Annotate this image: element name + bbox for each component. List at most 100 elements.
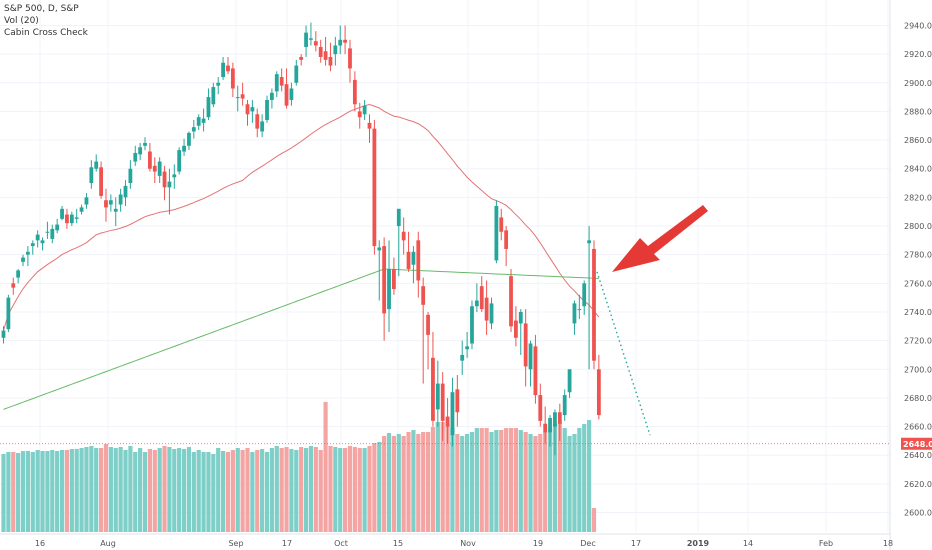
candle-body (338, 39, 343, 46)
price-tick-label: 2920.00 (904, 50, 932, 59)
candle-body (143, 142, 147, 146)
volume-bar (167, 447, 172, 532)
volume-bar (103, 444, 109, 532)
volume-bar (308, 446, 314, 532)
candle-body (128, 168, 133, 184)
time-tick-label: Feb (819, 539, 833, 548)
candle-body (1, 330, 6, 338)
volume-bar (35, 450, 40, 532)
volume-bar (84, 447, 89, 532)
volume-bar (347, 446, 353, 532)
volume-bar (25, 451, 30, 532)
time-tick-label: 17 (631, 539, 641, 548)
volume-bar (138, 448, 143, 532)
volume-bar (79, 448, 84, 532)
volume-bar (445, 424, 450, 532)
candle-body (196, 117, 201, 126)
volume-bar (89, 446, 94, 532)
candle-body (177, 150, 182, 172)
volume-bar (494, 430, 499, 532)
candle-body (148, 151, 152, 169)
volume-bar (196, 450, 201, 532)
volume-bar (328, 446, 333, 532)
candle-body (104, 200, 108, 208)
candle-body (406, 251, 411, 269)
volume-bar (50, 450, 55, 532)
candle-body (6, 297, 11, 330)
ma-fast-line (3, 104, 600, 331)
candle-body (587, 240, 591, 244)
candle-body (596, 369, 601, 416)
volume-bar (421, 432, 426, 532)
candle-body (572, 303, 577, 324)
candle-body (489, 303, 494, 324)
volume-bar (74, 449, 79, 532)
volume-bar (211, 454, 216, 532)
volume-bar (396, 434, 401, 532)
volume-bar (474, 428, 479, 532)
price-tick-label: 2640.00 (904, 451, 932, 460)
volume-bar (450, 428, 455, 532)
candle-body (543, 423, 548, 433)
candle-body (328, 56, 333, 66)
volume-bar (94, 448, 99, 532)
candle-body (323, 51, 328, 60)
candle-body (372, 128, 377, 247)
candle-body (504, 230, 509, 249)
candle-body (396, 208, 401, 227)
volume-bar (391, 436, 396, 532)
candle-body (94, 161, 99, 169)
time-tick-label: 15 (393, 539, 403, 548)
candle-body (309, 38, 313, 40)
time-tick-label: Dec (580, 539, 595, 548)
candle-body (484, 297, 489, 321)
volume-indicator-label: Vol (20) (4, 16, 39, 26)
candle-body (431, 357, 435, 421)
candle-body (60, 208, 64, 219)
candles (1, 22, 601, 456)
candle-body (426, 314, 430, 335)
candle-body (470, 306, 474, 344)
volume-bar (55, 451, 60, 532)
volume-bar (323, 402, 328, 532)
volume-bar (221, 451, 226, 532)
volume-bar (255, 450, 260, 532)
candle-body (284, 84, 289, 106)
volume-bar (513, 428, 518, 532)
candle-body (30, 243, 35, 247)
volume-bar (181, 449, 187, 532)
volume-bar (284, 447, 289, 532)
candle-body (474, 300, 479, 307)
candle-body (133, 152, 138, 162)
candle-body (392, 269, 396, 290)
candle-body (299, 56, 304, 60)
candle-body (582, 283, 587, 307)
volume-bar (269, 448, 274, 532)
price-tick-label: 2700.00 (904, 365, 932, 374)
volume-bar (6, 452, 11, 532)
volume-bar (289, 449, 294, 532)
candle-body (538, 395, 543, 421)
volume-bar (440, 422, 445, 532)
volume-bar (133, 452, 138, 532)
candle-body (313, 41, 318, 46)
volume-bar (479, 428, 484, 532)
candle-body (479, 286, 484, 310)
volume-bar (528, 434, 533, 532)
ma-slow-line (3, 268, 599, 410)
volume-bar (582, 424, 587, 532)
time-tick-label: 18 (883, 539, 893, 548)
candle-body (245, 104, 250, 115)
volume-bar (489, 432, 494, 532)
price-tick-label: 2740.00 (904, 308, 932, 317)
candle-body (548, 417, 552, 433)
candle-body (35, 234, 40, 241)
volume-bar (518, 430, 523, 532)
volume-bar (162, 446, 167, 532)
candle-body (289, 88, 294, 100)
candle-body (274, 74, 279, 92)
volume-bar (377, 442, 382, 532)
time-tick-label: Sep (228, 539, 243, 548)
volume-bar (142, 452, 148, 532)
projection-dotted-line (596, 271, 651, 436)
